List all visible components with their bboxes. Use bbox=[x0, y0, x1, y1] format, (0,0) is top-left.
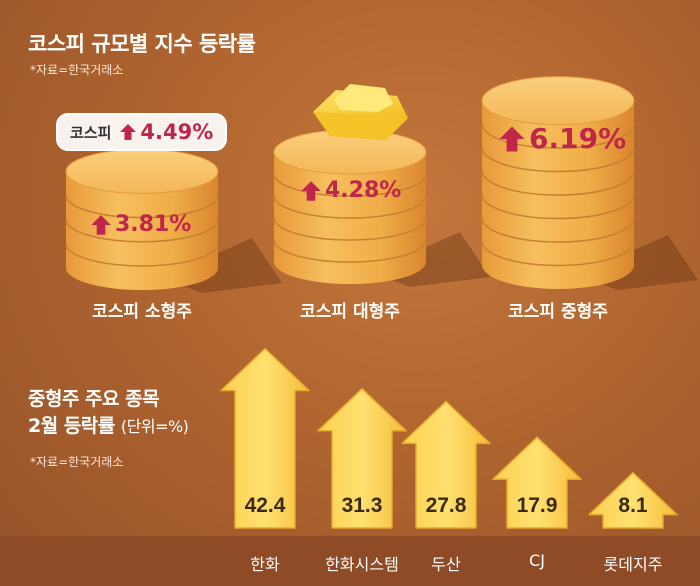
stock-arrow-shape bbox=[401, 400, 491, 529]
section2-title-line1: 중형주 주요 종목 bbox=[28, 388, 160, 410]
up-arrow-icon bbox=[499, 126, 525, 151]
stock-category-label: 한화 bbox=[250, 555, 280, 574]
coin-edge-line bbox=[273, 217, 427, 241]
source-note: *자료=한국거래소 bbox=[30, 63, 124, 77]
stock-arrow-bar: 17.9 bbox=[492, 436, 582, 529]
coin-edge-line bbox=[65, 195, 219, 219]
section2-title: 중형주 주요 종목 2월 등락률 (단위=%) bbox=[28, 386, 189, 440]
coin-stack-top bbox=[65, 148, 219, 194]
coin-stack-value-text: 3.81% bbox=[115, 212, 192, 237]
category-band bbox=[0, 536, 700, 586]
stock-arrow-shape bbox=[317, 387, 407, 529]
coin-stack-value: 6.19% bbox=[498, 122, 626, 155]
coin-edge-line bbox=[65, 219, 219, 243]
coin-stack-body bbox=[66, 171, 218, 290]
coin-edge-line bbox=[481, 171, 635, 196]
stock-category-label: 롯데지주 bbox=[603, 555, 663, 574]
coin-edge-line bbox=[273, 173, 427, 197]
up-arrow-icon bbox=[120, 124, 137, 140]
stock-arrow-value: 42.4 bbox=[245, 494, 286, 517]
coin-stack-top bbox=[481, 76, 635, 126]
up-arrow-icon bbox=[301, 180, 321, 201]
coin-stack-value-text: 4.28% bbox=[325, 178, 402, 203]
coin-edge-line bbox=[481, 241, 635, 267]
stock-arrow-shape bbox=[492, 436, 582, 529]
coin-stack-value: 4.28% bbox=[300, 178, 401, 203]
coin-stack bbox=[273, 129, 427, 284]
page-title: 코스피 규모별 지수 등락률 bbox=[28, 32, 256, 56]
stock-arrow-value: 17.9 bbox=[517, 494, 558, 517]
kospi-total-value: 4.49% bbox=[140, 120, 214, 144]
stock-arrow-value: 8.1 bbox=[618, 494, 648, 517]
coin-stack-value: 3.81% bbox=[90, 212, 191, 237]
stock-arrow-bar: 31.3 bbox=[317, 387, 407, 529]
coin-stack-label: 코스피 중형주 bbox=[508, 302, 608, 322]
stock-arrow-value: 31.3 bbox=[342, 494, 383, 517]
coin-stack-label: 코스피 소형주 bbox=[92, 302, 192, 322]
coin-edge-line bbox=[65, 243, 219, 267]
stock-arrow-shape bbox=[588, 471, 678, 529]
up-arrow-icon bbox=[91, 214, 111, 235]
stock-arrows: 42.4 31.3 27.8 17.9 8.1 bbox=[220, 347, 678, 529]
unit-label: (단위=%) bbox=[120, 417, 189, 436]
stock-arrow-bar: 27.8 bbox=[401, 400, 491, 529]
coin-edge-line bbox=[481, 194, 635, 220]
coin-edge-line bbox=[481, 147, 635, 173]
coin-stacks bbox=[65, 76, 635, 290]
section2-title-line2: 2월 등락률 bbox=[28, 415, 115, 437]
kospi-total-badge: 코스피 4.49% bbox=[56, 113, 227, 151]
coin-edge-line bbox=[273, 239, 427, 263]
stock-arrow-bar: 42.4 bbox=[220, 347, 310, 529]
source-note-2: *자료=한국거래소 bbox=[30, 455, 124, 469]
stock-category-label: CJ bbox=[529, 551, 545, 570]
coin-edge-line bbox=[481, 217, 635, 243]
stock-arrow-value: 27.8 bbox=[426, 494, 467, 517]
coin-stack-label: 코스피 대형주 bbox=[300, 302, 400, 322]
stock-arrow-shape bbox=[220, 347, 310, 529]
gold-bar-icon bbox=[313, 84, 408, 140]
stock-category-label: 두산 bbox=[431, 555, 461, 574]
stock-category-label: 한화시스템 bbox=[325, 555, 399, 574]
coin-edge-line bbox=[273, 195, 427, 219]
coin-stack-value-text: 6.19% bbox=[529, 122, 627, 155]
coin-stack bbox=[481, 76, 635, 289]
coin-edge-line bbox=[481, 124, 635, 149]
stock-arrow-bar: 8.1 bbox=[588, 471, 678, 529]
kospi-total-label: 코스피 bbox=[70, 123, 112, 142]
